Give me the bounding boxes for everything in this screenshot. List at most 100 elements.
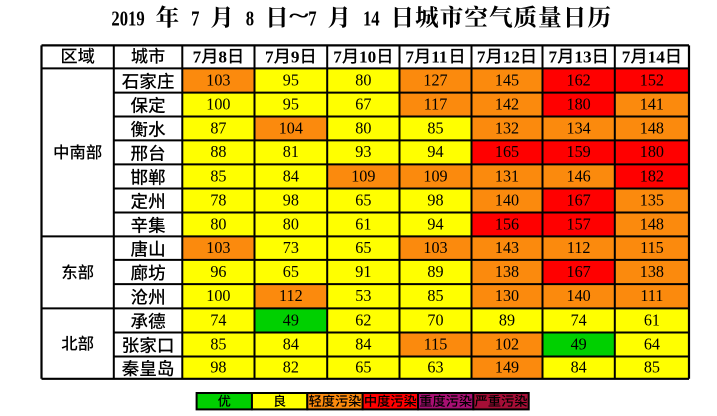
svg-text:157: 157 [567,214,591,233]
svg-text:65: 65 [355,190,371,209]
svg-text:165: 165 [495,142,519,161]
svg-text:7: 7 [193,47,202,66]
svg-text:85: 85 [427,286,443,305]
svg-text:146: 146 [567,166,591,185]
svg-text:7: 7 [477,47,486,66]
svg-text:142: 142 [495,94,519,113]
svg-text:85: 85 [210,166,226,185]
svg-text:84: 84 [283,166,300,185]
svg-text:134: 134 [567,118,592,137]
svg-text:102: 102 [495,334,519,353]
svg-text:115: 115 [640,238,664,257]
svg-text:84: 84 [571,357,588,376]
svg-text:9: 9 [291,47,300,66]
svg-text:100: 100 [206,94,230,113]
svg-text:140: 140 [495,190,519,209]
svg-text:98: 98 [283,190,299,209]
svg-text:94: 94 [427,214,444,233]
svg-text:167: 167 [567,190,591,209]
svg-text:131: 131 [495,166,519,185]
svg-text:89: 89 [427,261,443,280]
svg-text:104: 104 [279,118,304,137]
svg-text:100: 100 [206,286,230,305]
svg-text:159: 159 [567,142,591,161]
svg-text:138: 138 [495,261,519,280]
svg-text:112: 112 [567,238,591,257]
svg-text:95: 95 [283,94,299,113]
svg-text:70: 70 [427,310,443,329]
svg-text:88: 88 [210,142,226,161]
svg-text:81: 81 [283,142,299,161]
svg-text:13: 13 [574,47,591,66]
svg-text:140: 140 [567,286,591,305]
svg-text:132: 132 [495,118,519,137]
svg-text:143: 143 [495,238,519,257]
svg-text:64: 64 [644,334,661,353]
svg-text:8: 8 [218,47,227,66]
svg-text:85: 85 [644,357,660,376]
svg-text:87: 87 [210,118,226,137]
svg-text:103: 103 [206,70,230,89]
svg-text:95: 95 [283,70,299,89]
svg-text:98: 98 [210,357,226,376]
svg-text:93: 93 [355,142,371,161]
svg-text:85: 85 [427,118,443,137]
svg-text:91: 91 [355,261,371,280]
svg-text:63: 63 [427,357,443,376]
svg-text:98: 98 [427,190,443,209]
svg-text:14: 14 [648,47,666,66]
svg-text:8: 8 [246,8,254,31]
svg-text:12: 12 [503,47,520,66]
svg-text:7: 7 [265,47,274,66]
svg-text:89: 89 [499,310,515,329]
svg-text:65: 65 [283,261,299,280]
svg-text:7: 7 [308,8,316,31]
svg-text:73: 73 [283,238,299,257]
svg-text:7: 7 [333,47,342,66]
svg-text:180: 180 [567,94,591,113]
svg-text:94: 94 [427,142,444,161]
svg-text:148: 148 [640,118,664,137]
svg-text:80: 80 [355,118,371,137]
svg-text:7: 7 [405,47,414,66]
svg-text:74: 74 [571,310,588,329]
svg-text:7: 7 [622,47,631,66]
svg-text:85: 85 [210,334,226,353]
svg-text:111: 111 [640,286,663,305]
svg-text:96: 96 [210,261,226,280]
svg-text:82: 82 [283,357,299,376]
svg-text:103: 103 [206,238,230,257]
svg-text:182: 182 [640,166,664,185]
svg-text:135: 135 [640,190,664,209]
svg-text:78: 78 [210,190,226,209]
svg-text:62: 62 [355,310,371,329]
svg-text:130: 130 [495,286,519,305]
svg-text:49: 49 [283,310,299,329]
svg-text:7: 7 [549,47,558,66]
svg-text:84: 84 [355,334,372,353]
svg-text:~: ~ [289,4,309,27]
svg-text:115: 115 [424,334,448,353]
svg-text:65: 65 [355,238,371,257]
svg-text:162: 162 [567,70,591,89]
svg-text:7: 7 [191,8,199,31]
svg-text:2019: 2019 [111,8,144,31]
svg-text:109: 109 [351,166,375,185]
svg-text:117: 117 [424,94,448,113]
svg-text:14: 14 [363,8,380,31]
svg-text:148: 148 [640,214,664,233]
svg-text:141: 141 [640,94,664,113]
svg-text:156: 156 [495,214,519,233]
svg-text:80: 80 [210,214,226,233]
svg-text:103: 103 [423,238,447,257]
svg-text:11: 11 [431,47,447,66]
svg-text:80: 80 [283,214,299,233]
svg-text:61: 61 [644,310,660,329]
svg-text:84: 84 [283,334,300,353]
svg-text:80: 80 [355,70,371,89]
svg-text:145: 145 [495,70,519,89]
svg-text:49: 49 [571,334,587,353]
svg-text:65: 65 [355,357,371,376]
svg-text:180: 180 [640,142,664,161]
svg-text:167: 167 [567,261,591,280]
